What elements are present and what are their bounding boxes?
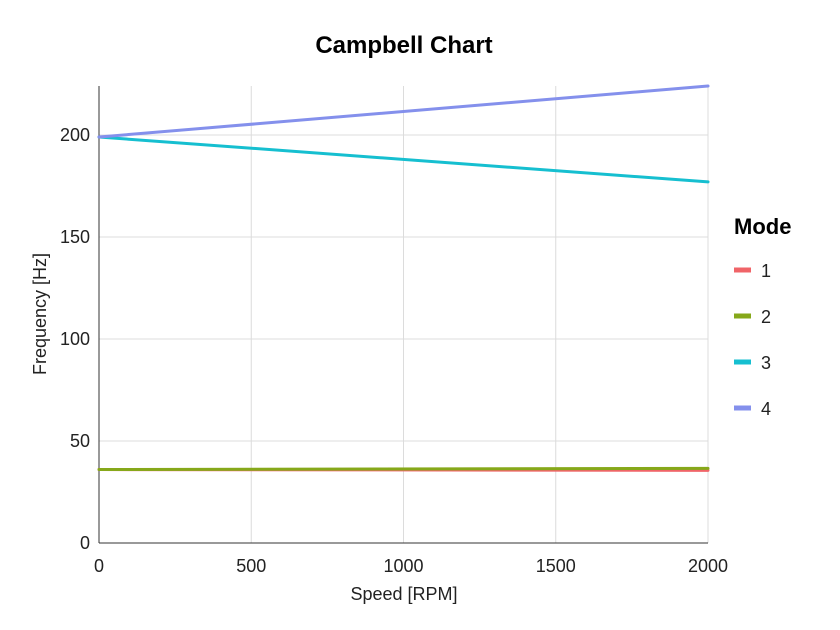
series-line-mode-2 [97, 466, 710, 472]
legend: Mode 1 2 3 4 [734, 214, 791, 419]
y-tick-label: 50 [70, 431, 90, 451]
x-tick-label: 2000 [688, 556, 728, 576]
series-line-mode-4 [97, 84, 710, 139]
x-axis-label: Speed [RPM] [350, 584, 457, 604]
legend-label: 1 [761, 261, 771, 281]
x-tick-label: 1500 [536, 556, 576, 576]
legend-label: 4 [761, 399, 771, 419]
series-lines [97, 84, 710, 472]
series-line-mode-3 [97, 135, 710, 184]
y-tick-label: 0 [80, 533, 90, 553]
legend-title: Mode [734, 214, 791, 239]
x-tick-label: 500 [236, 556, 266, 576]
y-tick-label: 100 [60, 329, 90, 349]
axes: 0 500 1000 1500 2000 0 50 100 150 200 [60, 86, 728, 576]
x-tick-label: 0 [94, 556, 104, 576]
y-tick-label: 150 [60, 227, 90, 247]
x-tick-label: 1000 [383, 556, 423, 576]
y-axis-label: Frequency [Hz] [30, 253, 50, 375]
legend-label: 3 [761, 353, 771, 373]
legend-label: 2 [761, 307, 771, 327]
y-tick-label: 200 [60, 125, 90, 145]
grid [99, 86, 709, 543]
chart-title: Campbell Chart [315, 32, 492, 59]
